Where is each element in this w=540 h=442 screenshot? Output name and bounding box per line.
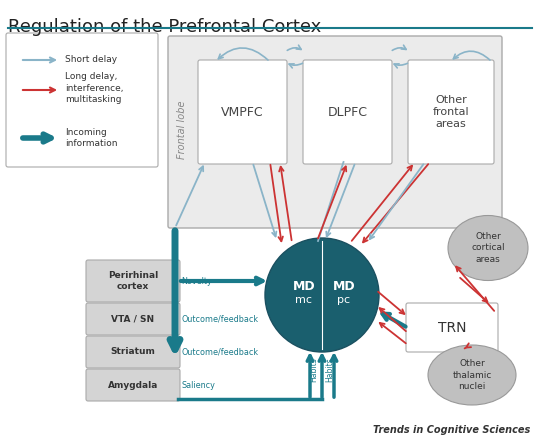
Text: MD: MD <box>293 281 315 293</box>
FancyBboxPatch shape <box>86 260 180 302</box>
FancyBboxPatch shape <box>198 60 287 164</box>
Text: Perirhinal
cortex: Perirhinal cortex <box>108 271 158 291</box>
Text: Short delay: Short delay <box>65 56 117 65</box>
Text: Long delay,
interference,
multitasking: Long delay, interference, multitasking <box>65 72 124 103</box>
FancyBboxPatch shape <box>303 60 392 164</box>
FancyBboxPatch shape <box>86 303 180 335</box>
Text: Incoming
information: Incoming information <box>65 128 118 148</box>
Text: TRN: TRN <box>438 320 466 335</box>
Text: Outcome/feedback: Outcome/feedback <box>181 315 258 324</box>
Text: Striatum: Striatum <box>111 347 156 357</box>
Text: pc: pc <box>338 295 350 305</box>
Text: Other
frontal
areas: Other frontal areas <box>433 95 469 130</box>
Text: Outcome/feedback: Outcome/feedback <box>181 347 258 357</box>
Text: VMPFC: VMPFC <box>221 106 264 118</box>
Text: Other
cortical
areas: Other cortical areas <box>471 232 505 263</box>
Text: Habits: Habits <box>309 358 319 382</box>
Ellipse shape <box>448 216 528 281</box>
Text: DLPFC: DLPFC <box>327 106 368 118</box>
Text: mc: mc <box>295 295 313 305</box>
Text: Novelty: Novelty <box>181 277 212 286</box>
FancyBboxPatch shape <box>86 336 180 368</box>
FancyBboxPatch shape <box>168 36 502 228</box>
Text: Habits: Habits <box>326 358 334 382</box>
FancyBboxPatch shape <box>6 33 158 167</box>
FancyBboxPatch shape <box>408 60 494 164</box>
Text: Amygdala: Amygdala <box>108 381 158 389</box>
Text: Trends in Cognitive Sciences: Trends in Cognitive Sciences <box>373 425 530 435</box>
Text: Regulation of the Prefrontal Cortex: Regulation of the Prefrontal Cortex <box>8 18 321 36</box>
Text: VTA / SN: VTA / SN <box>111 315 154 324</box>
Ellipse shape <box>428 345 516 405</box>
Text: Frontal lobe: Frontal lobe <box>177 101 187 159</box>
FancyBboxPatch shape <box>406 303 498 352</box>
FancyBboxPatch shape <box>86 369 180 401</box>
Text: Other
thalamic
nuclei: Other thalamic nuclei <box>453 359 492 391</box>
Text: MD: MD <box>333 281 355 293</box>
Text: Saliency: Saliency <box>181 381 215 389</box>
Circle shape <box>265 238 379 352</box>
